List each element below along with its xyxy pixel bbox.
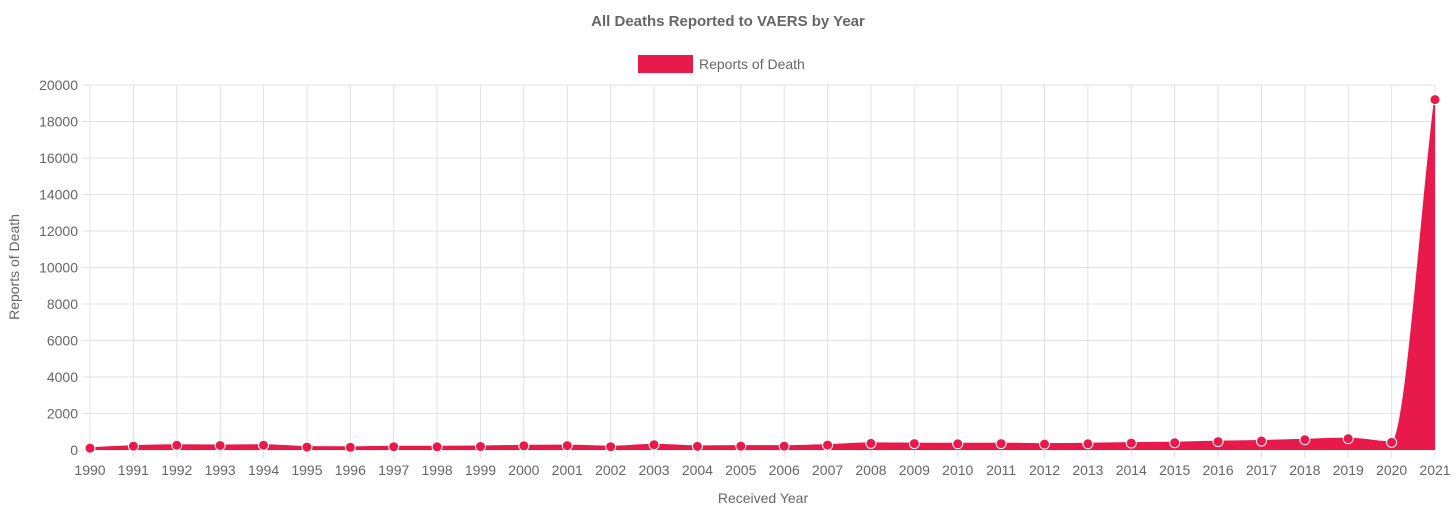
data-point[interactable] <box>388 441 400 453</box>
y-tick-label: 20000 <box>39 77 78 93</box>
x-tick-label: 1998 <box>422 462 453 478</box>
data-point[interactable] <box>1255 435 1267 447</box>
data-point[interactable] <box>518 440 530 452</box>
y-tick-label: 0 <box>70 442 78 458</box>
data-point[interactable] <box>561 440 573 452</box>
x-tick-label: 2003 <box>638 462 669 478</box>
series-area <box>90 99 1435 450</box>
data-point[interactable] <box>344 441 356 453</box>
x-tick-label: 1999 <box>465 462 496 478</box>
data-point[interactable] <box>258 439 270 451</box>
y-tick-label: 8000 <box>47 296 78 312</box>
y-tick-label: 12000 <box>39 223 78 239</box>
data-point[interactable] <box>648 439 660 451</box>
y-tick-label: 2000 <box>47 406 78 422</box>
y-tick-label: 10000 <box>39 260 78 276</box>
y-axis-label: Reports of Death <box>6 214 22 320</box>
y-axis-ticks: 0 2000 4000 6000 8000 10000 12000 14000 16000 180… <box>39 77 78 458</box>
legend-swatch <box>638 55 693 73</box>
x-tick-label: 1995 <box>291 462 322 478</box>
x-tick-label: 2018 <box>1289 462 1320 478</box>
data-point[interactable] <box>127 440 139 452</box>
data-point[interactable] <box>908 438 920 450</box>
x-tick-label: 2015 <box>1159 462 1190 478</box>
x-tick-label: 1996 <box>335 462 366 478</box>
data-point[interactable] <box>1212 436 1224 448</box>
x-tick-label: 2014 <box>1116 462 1147 478</box>
x-tick-label: 2006 <box>769 462 800 478</box>
data-point[interactable] <box>822 439 834 451</box>
x-axis-label: Received Year <box>718 490 809 506</box>
data-point[interactable] <box>995 438 1007 450</box>
series-line <box>89 99 1436 450</box>
data-point[interactable] <box>1342 433 1354 445</box>
data-point[interactable] <box>1125 437 1137 449</box>
y-tick-label: 14000 <box>39 187 78 203</box>
x-tick-label: 2004 <box>682 462 713 478</box>
data-point[interactable] <box>1082 438 1094 450</box>
x-tick-label: 2001 <box>552 462 583 478</box>
data-point[interactable] <box>431 441 443 453</box>
x-tick-label: 2002 <box>595 462 626 478</box>
x-tick-label: 1994 <box>248 462 279 478</box>
data-point[interactable] <box>605 441 617 453</box>
y-tick-label: 18000 <box>39 114 78 130</box>
y-tick-label: 4000 <box>47 369 78 385</box>
x-tick-label: 2010 <box>942 462 973 478</box>
x-tick-label: 2016 <box>1202 462 1233 478</box>
x-tick-label: 2007 <box>812 462 843 478</box>
data-point[interactable] <box>735 440 747 452</box>
data-point[interactable] <box>865 437 877 449</box>
data-point[interactable] <box>474 441 486 453</box>
x-tick-label: 2005 <box>725 462 756 478</box>
x-tick-label: 2012 <box>1029 462 1060 478</box>
x-tick-label: 2020 <box>1376 462 1407 478</box>
x-tick-label: 1990 <box>74 462 105 478</box>
x-tick-label: 2017 <box>1246 462 1277 478</box>
data-point[interactable] <box>1386 436 1398 448</box>
x-tick-label: 1997 <box>378 462 409 478</box>
data-point[interactable] <box>214 439 226 451</box>
x-tick-label: 2019 <box>1333 462 1364 478</box>
data-point[interactable] <box>952 438 964 450</box>
x-tick-label: 1993 <box>205 462 236 478</box>
x-axis-ticks: 1990 1991 1992 1993 1994 1995 1996 1997 1998 1999… <box>74 462 1450 478</box>
data-point[interactable] <box>1039 438 1051 450</box>
x-tick-label: 2021 <box>1419 462 1450 478</box>
x-tick-label: 1991 <box>118 462 149 478</box>
data-point[interactable] <box>1299 434 1311 446</box>
y-tick-label: 16000 <box>39 150 78 166</box>
x-tick-label: 1992 <box>161 462 192 478</box>
data-point[interactable] <box>84 442 96 454</box>
y-tick-label: 6000 <box>47 333 78 349</box>
legend[interactable]: Reports of Death <box>638 55 805 73</box>
plot-area <box>89 99 1436 450</box>
data-point[interactable] <box>301 441 313 453</box>
x-tick-label: 2008 <box>855 462 886 478</box>
data-point[interactable] <box>1429 94 1441 106</box>
data-point[interactable] <box>171 439 183 451</box>
data-points <box>84 94 1441 454</box>
legend-label: Reports of Death <box>699 56 805 72</box>
data-point[interactable] <box>691 440 703 452</box>
x-tick-label: 2000 <box>508 462 539 478</box>
data-point[interactable] <box>778 440 790 452</box>
x-tick-label: 2013 <box>1072 462 1103 478</box>
data-point[interactable] <box>1169 437 1181 449</box>
x-tick-label: 2009 <box>899 462 930 478</box>
x-tick-label: 2011 <box>986 462 1016 478</box>
gridlines <box>82 84 1436 458</box>
chart-title: All Deaths Reported to VAERS by Year <box>591 13 865 30</box>
